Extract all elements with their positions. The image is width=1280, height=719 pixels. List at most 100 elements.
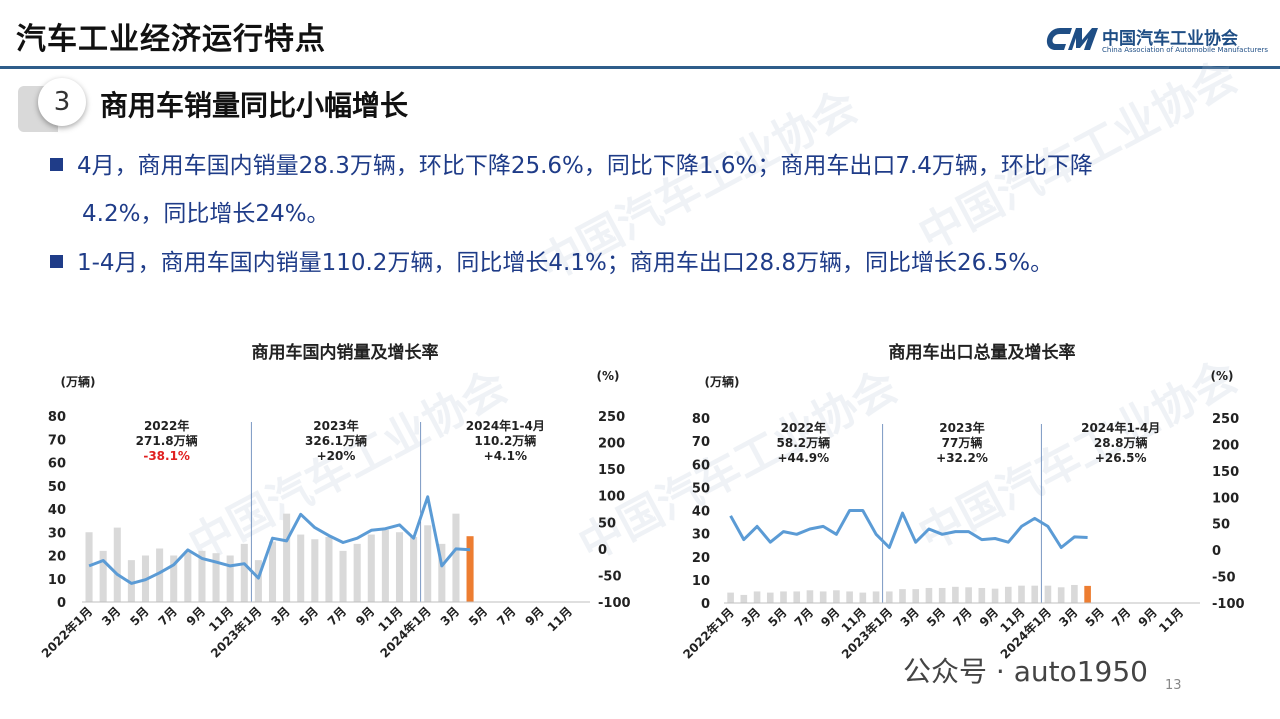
bar (254, 560, 262, 602)
bar (1071, 584, 1078, 603)
export-chart: 商用车出口总量及增长率 (万辆) (%) 0 10 20 30 40 50 60 70 80 -100 -… (680, 342, 1245, 662)
bar (859, 592, 867, 603)
left-tick-label: 30 (692, 528, 710, 543)
right-tick-label: 50 (1212, 518, 1230, 533)
bar (753, 591, 761, 603)
bar (381, 529, 389, 602)
annotation-total: 28.8万辆 (1094, 435, 1148, 450)
bar (268, 541, 277, 602)
bar (452, 513, 460, 602)
x-tick-label: 7月 (1109, 605, 1133, 629)
caam-logo-icon (1046, 28, 1098, 50)
bar (297, 534, 305, 602)
right-tick-label: 0 (1212, 544, 1221, 559)
annotation-rate: +32.2% (936, 451, 988, 465)
bar (85, 532, 93, 602)
bar (965, 587, 972, 603)
x-tick-label: 7月 (156, 604, 180, 628)
bar (99, 550, 107, 602)
right-tick-label: -100 (598, 596, 631, 611)
bar (325, 536, 333, 602)
right-tick-label: 200 (1212, 438, 1239, 453)
bar (438, 543, 446, 602)
left-tick-label: 60 (48, 457, 66, 472)
bar (793, 591, 801, 603)
x-tick-label: 7月 (494, 604, 518, 628)
domestic-sales-chart: 商用车国内销量及增长率 (万辆) (%) 0 10 20 30 40 50 60 70 80 -100 -… (38, 342, 631, 661)
left-tick-label: 40 (48, 503, 66, 518)
left-tick-label: 50 (692, 481, 710, 496)
right-tick-label: 150 (598, 463, 625, 478)
bar (311, 539, 319, 602)
right-tick-label: -50 (1212, 571, 1236, 586)
bar (1057, 587, 1065, 603)
right-tick-label: -50 (598, 569, 622, 584)
bar (952, 586, 959, 603)
annotation-total: 326.1万辆 (305, 433, 367, 448)
left-tick-label: 80 (692, 412, 710, 427)
x-tick-label: 5月 (297, 604, 321, 628)
x-tick-label: 3月 (268, 604, 292, 628)
chart-title: 商用车国内销量及增长率 (252, 342, 439, 363)
bar (872, 591, 880, 603)
annotation-rate: +4.1% (484, 449, 527, 463)
x-tick-label: 9月 (353, 604, 377, 628)
annotation-total: 58.2万辆 (777, 435, 831, 450)
x-tick-label: 5月 (127, 604, 151, 628)
right-tick-label: 200 (598, 437, 625, 452)
left-tick-label: 40 (692, 505, 710, 520)
bar (846, 591, 853, 603)
left-tick-label: 70 (48, 433, 66, 448)
right-tick-label: -100 (1212, 597, 1245, 612)
bar (410, 536, 418, 602)
left-tick-label: 60 (692, 458, 710, 473)
bullet-text: 1-4月，商用车国内销量110.2万辆，同比增长4.1%；商用车出口28.8万辆… (77, 250, 1054, 276)
bar (283, 513, 291, 602)
x-tick-label: 2022年1月 (680, 605, 737, 662)
bar (885, 591, 893, 603)
bar (991, 588, 999, 603)
x-tick-label: 3月 (438, 604, 462, 628)
bar (766, 592, 774, 603)
left-tick-label: 30 (48, 526, 66, 541)
section-title: 商用车销量同比小幅增长 (100, 89, 409, 122)
header-divider (0, 66, 1280, 69)
right-tick-label: 250 (1212, 412, 1239, 427)
left-tick-label: 20 (692, 551, 710, 566)
left-tick-label: 10 (48, 573, 66, 588)
bar (466, 536, 474, 602)
x-tick-label: 2022年1月 (38, 604, 95, 661)
x-tick-label: 3月 (898, 605, 922, 629)
annotation-total: 271.8万辆 (136, 433, 198, 448)
annotation-year: 2024年1-4月 (1081, 420, 1160, 435)
x-tick-label: 7月 (325, 604, 349, 628)
bar (899, 589, 906, 603)
x-tick-label: 3月 (1056, 605, 1080, 629)
annotation-year: 2022年 (781, 420, 826, 435)
bar (1044, 585, 1052, 603)
right-axis-unit: (%) (1211, 369, 1234, 383)
bar (212, 553, 220, 602)
left-tick-label: 20 (48, 550, 66, 565)
annotation-rate: +44.9% (777, 451, 829, 465)
right-tick-label: 100 (1212, 491, 1239, 506)
left-axis-unit: (万辆) (705, 374, 740, 389)
left-axis-unit: (万辆) (61, 374, 96, 389)
annotation-year: 2023年 (939, 420, 984, 435)
page-number: 13 (1165, 678, 1182, 693)
bar (938, 587, 946, 603)
bar (727, 592, 734, 603)
bar (184, 550, 192, 602)
logo-chinese-text: 中国汽车工业协会 (1102, 29, 1238, 49)
x-tick-label: 7月 (792, 605, 816, 629)
bar (978, 587, 986, 603)
caam-logo: 中国汽车工业协会 China Association of Automobile… (1038, 20, 1268, 62)
left-tick-label: 0 (701, 597, 710, 612)
annotation-year: 2022年 (144, 418, 189, 433)
bar (833, 590, 840, 603)
right-tick-label: 150 (1212, 465, 1239, 480)
growth-rate-line (88, 495, 471, 585)
bar (113, 527, 121, 602)
bar (780, 591, 787, 603)
growth-rate-line (729, 509, 1088, 549)
